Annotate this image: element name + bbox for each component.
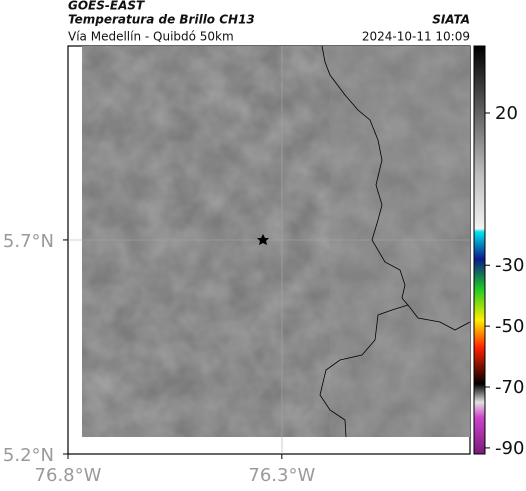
colorbar-tick-label: -90 bbox=[495, 438, 524, 459]
org: SIATA bbox=[432, 13, 470, 27]
border-line bbox=[319, 304, 409, 438]
colorbar-tick-label: -30 bbox=[495, 255, 524, 276]
timestamp: 2024-10-11 10:09 bbox=[362, 30, 470, 44]
source: GOES-EAST bbox=[68, 0, 145, 13]
title: Temperatura de Brillo CH13 bbox=[68, 13, 255, 27]
x-tick-label: 76.8°W bbox=[35, 465, 102, 486]
colorbar-tick-label: 20 bbox=[495, 103, 518, 124]
city-marker bbox=[257, 234, 269, 245]
route: Vía Medellín - Quibdó 50km bbox=[68, 30, 234, 44]
cloud-texture bbox=[82, 46, 470, 437]
x-tick-label: 76.3°W bbox=[248, 465, 315, 486]
y-tick-label: 5.2°N bbox=[3, 445, 54, 466]
colorbar-tick-label: -70 bbox=[495, 377, 524, 398]
border-line bbox=[321, 45, 471, 331]
colorbar-tick-label: -50 bbox=[495, 316, 524, 337]
y-tick-label: 5.7°N bbox=[3, 231, 54, 252]
colorbar bbox=[473, 45, 486, 455]
warm-region bbox=[330, 46, 470, 437]
